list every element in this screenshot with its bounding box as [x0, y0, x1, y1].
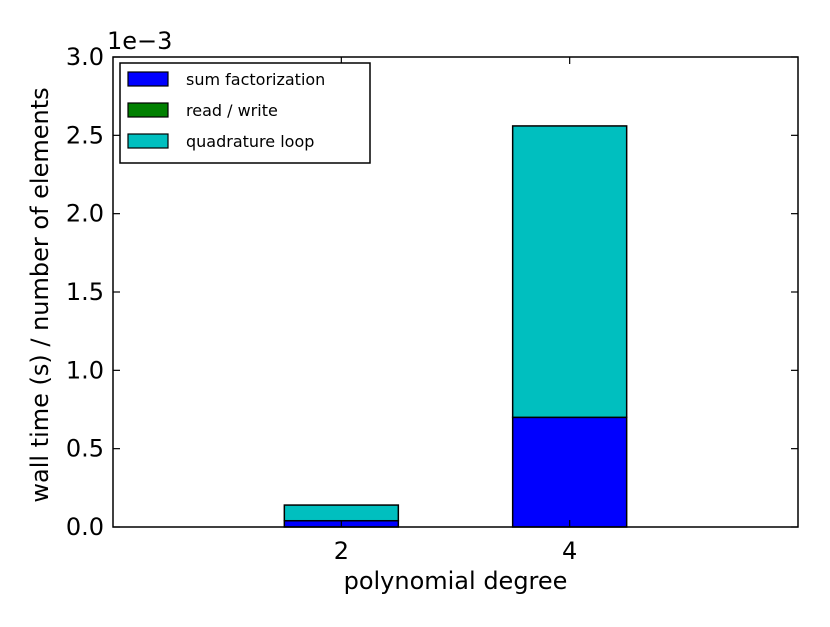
legend-swatch [127, 102, 169, 118]
bar-segment-quadrature-loop-2 [283, 504, 400, 522]
y-tick-label: 2.0 [66, 200, 104, 228]
bar-segment-quadrature-loop-4 [511, 125, 628, 419]
legend-label: sum factorization [186, 70, 325, 89]
y-tick-label: 2.5 [66, 121, 104, 149]
bar-segment-sum-factorization-4 [511, 416, 628, 528]
y-tick-label: 1.0 [66, 356, 104, 384]
bars-layer [283, 125, 628, 528]
y-tick-label: 1.5 [66, 278, 104, 306]
legend-swatch [127, 71, 169, 87]
legend-label: quadrature loop [186, 132, 314, 151]
x-tick-label: 4 [562, 537, 577, 565]
y-tick-label: 0.0 [66, 513, 104, 541]
x-tick-label: 2 [334, 537, 349, 565]
y-tick-label: 0.5 [66, 435, 104, 463]
y-axis-label: wall time (s) / number of elements [26, 87, 54, 502]
y-tick-label: 3.0 [66, 43, 104, 71]
plot-frame [112, 56, 799, 528]
legend-label: read / write [186, 101, 278, 120]
ticks-layer: 0.0 0.5 1.0 1.5 2.0 2.5 3.0 2 4 [66, 43, 798, 565]
y-offset-label: 1e−3 [107, 27, 172, 55]
legend-swatch [127, 133, 169, 149]
x-axis-label: polynomial degree [344, 567, 568, 595]
legend: sum factorization read / write quadrature … [119, 62, 371, 164]
